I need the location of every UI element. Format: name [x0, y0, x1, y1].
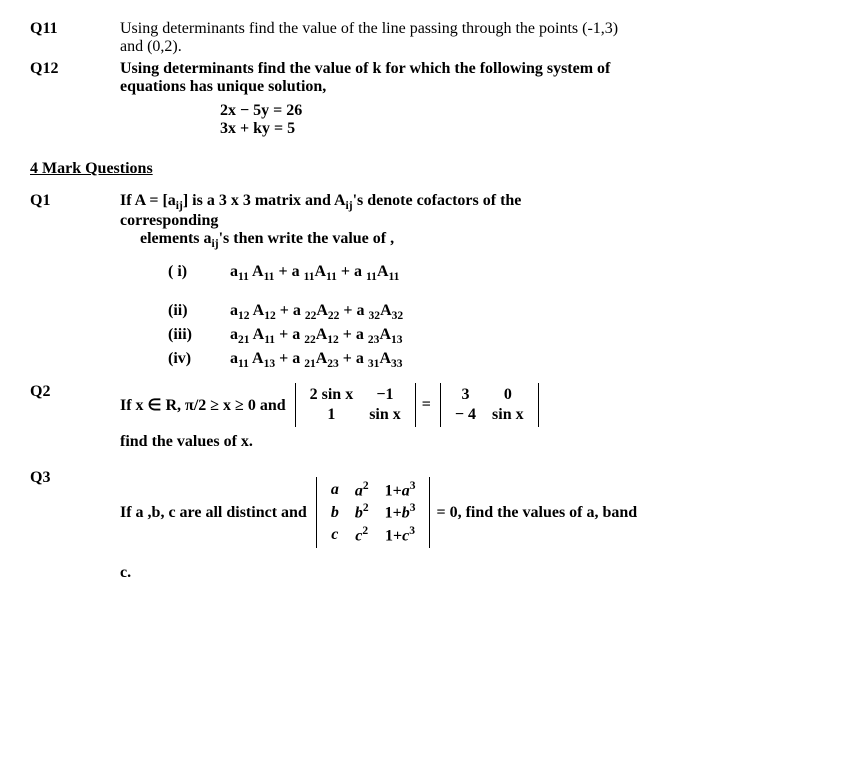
- q2-num: Q2: [30, 383, 120, 401]
- q12-l1: Using determinants find the value of k f…: [120, 60, 610, 77]
- q12-eq2: 3x + ky = 5: [220, 120, 835, 138]
- section-heading: 4 Mark Questions: [30, 160, 835, 178]
- q11-l1: Using determinants find the value of the…: [120, 20, 618, 37]
- q12-l2: equations has unique solution,: [120, 78, 326, 95]
- q2-eq: =: [422, 396, 431, 414]
- q2-det2: 30 − 4sin x: [440, 383, 539, 427]
- q1-l1a: If A = [a: [120, 192, 176, 209]
- q2-det1: 2 sin x−1 1sin x: [295, 383, 416, 427]
- q2-line: If x ∈ R, π/2 ≥ x ≥ 0 and 2 sin x−1 1sin…: [120, 383, 835, 427]
- q3-lead: If a ,b, c are all distinct and: [120, 504, 307, 522]
- q2-tail: find the values of x.: [120, 433, 835, 451]
- q1-part-iv-label: (iv): [162, 349, 222, 371]
- q1-l1b: ] is a 3 x 3 matrix and A: [183, 192, 346, 209]
- q11-l2: and (0,2).: [120, 38, 182, 55]
- q11: Q11 Using determinants find the value of…: [30, 20, 835, 56]
- q1-part-i-label: ( i): [162, 262, 222, 284]
- q2-text: If x ∈ R, π/2 ≥ x ≥ 0 and 2 sin x−1 1sin…: [120, 383, 835, 451]
- q3-tail: = 0, find the values of a, band: [436, 504, 637, 522]
- q1-parts: ( i) a11 A11 + a 11A11 + a 11A11 (ii) a1…: [160, 260, 411, 373]
- q2-lead: If x ∈ R, π/2 ≥ x ≥ 0 and: [120, 395, 286, 415]
- q1-part-iv: (iv) a11 A13 + a 21A23 + a 31A33: [162, 349, 409, 371]
- q1-part-iii-expr: a21 A11 + a 22A12 + a 23A13: [224, 325, 409, 347]
- q11-num: Q11: [30, 20, 120, 38]
- q1-part-iii-label: (iii): [162, 325, 222, 347]
- q12: Q12 Using determinants find the value of…: [30, 60, 835, 96]
- q1-l3b: 's then write the value of ,: [219, 230, 395, 247]
- q1-part-ii-expr: a12 A12 + a 22A22 + a 32A32: [224, 301, 409, 323]
- q11-text: Using determinants find the value of the…: [120, 20, 835, 56]
- q1: Q1 If A = [aij] is a 3 x 3 matrix and Ai…: [30, 192, 835, 250]
- q1-part-ii-label: (ii): [162, 301, 222, 323]
- q12-eq1: 2x − 5y = 26: [220, 102, 835, 120]
- q1-l2: corresponding: [120, 212, 218, 229]
- q1-part-i-expr: a11 A11 + a 11A11 + a 11A11: [224, 262, 409, 284]
- q3-line: If a ,b, c are all distinct and aa21+a3 …: [120, 477, 835, 548]
- q3-num: Q3: [30, 469, 120, 487]
- q1-num: Q1: [30, 192, 120, 210]
- q1-text: If A = [aij] is a 3 x 3 matrix and Aij's…: [120, 192, 835, 250]
- q3-c: c.: [120, 564, 835, 582]
- q12-num: Q12: [30, 60, 120, 78]
- q1-part-ii: (ii) a12 A12 + a 22A22 + a 32A32: [162, 301, 409, 323]
- q3: Q3 If a ,b, c are all distinct and aa21+…: [30, 469, 835, 582]
- q1-l1c: 's denote cofactors of the: [353, 192, 522, 209]
- q3-text: If a ,b, c are all distinct and aa21+a3 …: [120, 469, 835, 582]
- q2: Q2 If x ∈ R, π/2 ≥ x ≥ 0 and 2 sin x−1 1…: [30, 383, 835, 451]
- q1-part-iii: (iii) a21 A11 + a 22A12 + a 23A13: [162, 325, 409, 347]
- q1-l3a: elements a: [140, 230, 212, 247]
- q1-part-i: ( i) a11 A11 + a 11A11 + a 11A11: [162, 262, 409, 284]
- q12-text: Using determinants find the value of k f…: [120, 60, 835, 96]
- q12-equations: 2x − 5y = 26 3x + ky = 5: [220, 102, 835, 138]
- q1-part-iv-expr: a11 A13 + a 21A23 + a 31A33: [224, 349, 409, 371]
- q3-det: aa21+a3 bb21+b3 cc21+c3: [316, 477, 431, 548]
